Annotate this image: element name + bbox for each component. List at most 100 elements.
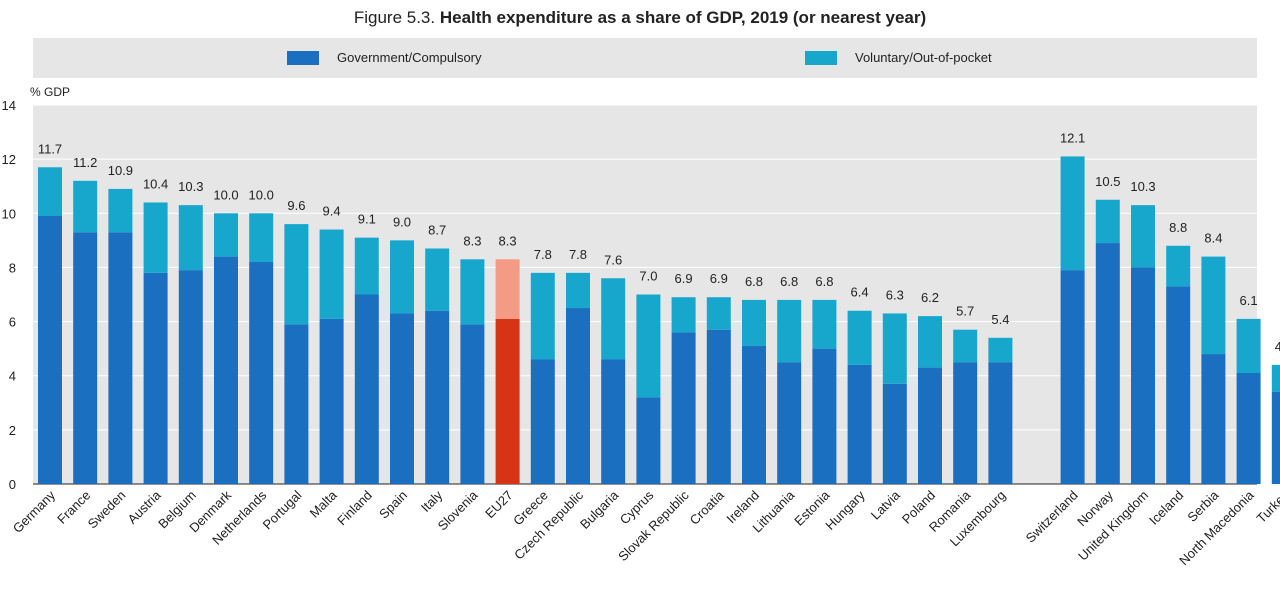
data-label: 10.3 (178, 179, 203, 194)
y-tick-label: 0 (9, 477, 16, 492)
y-tick-label: 2 (9, 423, 16, 438)
data-label: 8.3 (499, 233, 517, 248)
bar-voluntary (566, 272, 590, 309)
data-label: 8.3 (463, 233, 481, 248)
bar-voluntary (530, 272, 555, 360)
bar-government (73, 232, 98, 484)
bar-government (918, 367, 942, 484)
x-tick-label: Latvia (868, 487, 904, 523)
bar-government (1236, 373, 1261, 484)
bar-voluntary (1095, 199, 1120, 244)
bar-voluntary (1236, 318, 1261, 374)
data-label: 10.3 (1130, 179, 1155, 194)
bar-voluntary (636, 294, 661, 398)
bar-government (1131, 267, 1155, 484)
bar-government (460, 324, 485, 484)
x-tick-label: Portugal (260, 487, 305, 532)
bar-government (812, 348, 837, 484)
legend-item-voluntary: Voluntary/Out-of-pocket (805, 50, 992, 65)
y-axis-label: % GDP (30, 85, 70, 99)
data-label: 10.5 (1095, 174, 1120, 189)
data-label: 10.0 (249, 187, 274, 202)
bar-voluntary (601, 278, 626, 360)
bar-voluntary (214, 213, 238, 257)
bar-voluntary (918, 316, 942, 368)
bar-voluntary (425, 248, 450, 311)
y-tick-label: 6 (9, 315, 16, 330)
bar-government (1095, 243, 1120, 484)
bar-government (601, 359, 626, 484)
bar-government (777, 362, 802, 484)
chart-title: Figure 5.3. Health expenditure as a shar… (0, 8, 1280, 28)
bar-voluntary (354, 237, 379, 295)
bar-voluntary (38, 167, 62, 216)
data-label: 8.4 (1204, 231, 1222, 246)
x-tick-label: Hungary (822, 487, 868, 533)
bar-voluntary (178, 205, 203, 271)
bar-government (108, 232, 133, 484)
data-label: 12.1 (1060, 130, 1085, 145)
bar-voluntary (1131, 205, 1155, 268)
bar-government (249, 262, 274, 484)
data-label: 6.8 (780, 274, 798, 289)
legend-label-government: Government/Compulsory (337, 50, 482, 65)
x-tick-label: Germany (10, 487, 59, 536)
y-tick-label: 12 (2, 152, 16, 167)
data-label: 9.4 (323, 204, 341, 219)
bar-voluntary (812, 299, 837, 349)
data-label: 6.2 (921, 290, 939, 305)
data-label: 6.3 (886, 287, 904, 302)
x-tick-label: Turkey (1254, 487, 1280, 526)
bar-government (354, 294, 379, 484)
x-tick-label: Italy (418, 487, 446, 515)
x-tick-label: Finland (334, 488, 375, 529)
bar-voluntary (108, 188, 133, 233)
bar-voluntary (777, 299, 802, 363)
x-tick-label: Croatia (687, 487, 728, 528)
x-tick-label: Sweden (85, 488, 129, 532)
bar-government (953, 362, 978, 484)
bar-government (636, 397, 661, 484)
y-tick-label: 4 (9, 369, 16, 384)
bar-government (143, 272, 168, 484)
data-label: 6.8 (745, 274, 763, 289)
data-label: 7.6 (604, 252, 622, 267)
bar-voluntary (1060, 156, 1085, 271)
bar-voluntary (671, 297, 696, 333)
data-label: 7.0 (639, 269, 657, 284)
data-label: 7.8 (534, 247, 552, 262)
bar-government (882, 383, 907, 484)
bar-voluntary (882, 313, 907, 384)
data-label: 8.7 (428, 222, 446, 237)
bar-voluntary (988, 337, 1013, 363)
bar-government (38, 215, 62, 484)
data-label: 8.8 (1169, 220, 1187, 235)
bar-government (319, 318, 344, 484)
bar-voluntary (1166, 245, 1191, 287)
x-tick-label: Bulgaria (577, 487, 622, 532)
data-label: 4.4 (1275, 339, 1280, 354)
legend-swatch-government (287, 50, 319, 65)
chart-legend: Government/Compulsory Voluntary/Out-of-p… (33, 38, 1257, 78)
bar-government (566, 308, 590, 484)
bar-government (530, 359, 555, 484)
data-label: 10.4 (143, 176, 168, 191)
bar-government (706, 329, 731, 484)
bar-government (742, 345, 766, 484)
bar-voluntary (284, 224, 309, 325)
y-tick-label: 8 (9, 260, 16, 275)
data-label: 6.9 (710, 271, 728, 286)
data-label: 10.0 (213, 187, 238, 202)
x-tick-label: Iceland (1146, 488, 1186, 528)
legend-label-voluntary: Voluntary/Out-of-pocket (855, 50, 992, 65)
data-label: 9.0 (393, 214, 411, 229)
bar-voluntary (1271, 364, 1280, 392)
bar-government (425, 310, 450, 484)
bar-government (178, 270, 203, 484)
data-label: 11.2 (73, 155, 97, 170)
data-label: 6.1 (1240, 293, 1258, 308)
data-label: 5.7 (956, 304, 974, 319)
x-tick-label: Spain (376, 488, 410, 522)
y-tick-label: 14 (2, 98, 16, 113)
